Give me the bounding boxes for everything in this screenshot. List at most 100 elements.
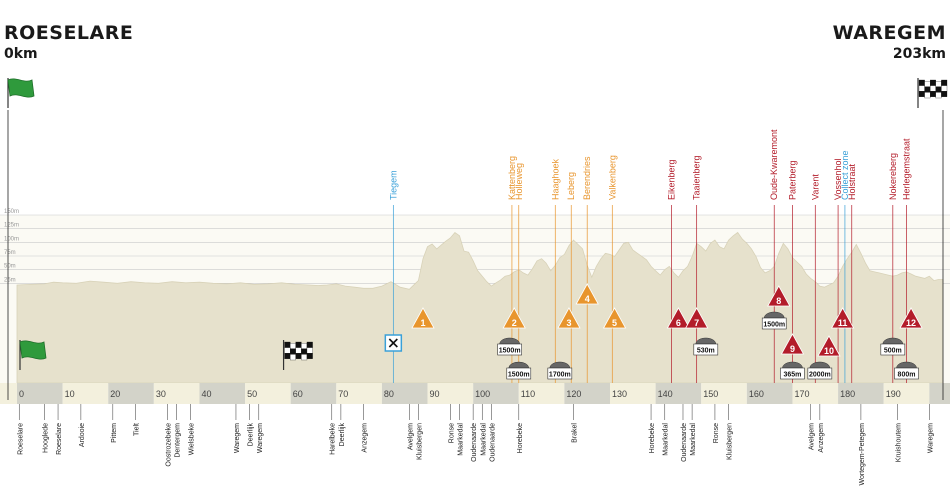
km-tick-label: 120	[566, 389, 581, 399]
cobble-sector-box	[880, 343, 906, 356]
climb-name-label: Varent	[810, 174, 820, 200]
climb-name-label: Kattenberg	[507, 156, 517, 200]
cobble-sector-box	[506, 367, 532, 380]
cobble-sector-box	[807, 367, 833, 380]
climb-name-label: Taaienberg	[692, 155, 702, 200]
town-label: Horebeke	[517, 423, 524, 453]
climb-name-label: Holstraat	[847, 163, 857, 200]
climb-number: 9	[790, 344, 795, 354]
cobble-sector-box	[497, 343, 522, 356]
town-label: Ronse	[448, 423, 455, 443]
town-label: Waregem	[234, 423, 241, 453]
blue-marker-label: Tiegem	[388, 170, 398, 200]
climb-triangle-icon	[830, 307, 855, 329]
town-label: Maarkedal	[480, 423, 487, 456]
cobble-sector-length: 1500m	[499, 348, 521, 355]
cobblestone-icon	[549, 361, 571, 369]
climb-name-label: Oude-Kwaremont	[769, 129, 779, 200]
cobble-sector-box	[894, 367, 919, 380]
km-band	[473, 383, 519, 404]
cobblestone-icon	[809, 361, 831, 369]
km-band	[518, 383, 565, 404]
town-label: Kluisbergen	[727, 423, 734, 460]
finish-city-name: WAREGEM	[832, 22, 946, 44]
km-band	[746, 383, 793, 404]
elevation-tick-label: 150m	[4, 209, 19, 215]
cobble-sector-length: 500m	[884, 348, 902, 355]
km-tick-label: 160	[749, 389, 764, 399]
start-distance: 0km	[4, 46, 38, 62]
town-label: Tielt	[134, 423, 141, 436]
cobble-sector-length: 2000m	[809, 372, 831, 379]
cobblestone-icon	[896, 361, 917, 369]
km-band	[427, 383, 474, 404]
km-band	[381, 383, 428, 404]
climb-number: 11	[838, 318, 848, 328]
climb-name-label: Vossenhol	[833, 158, 843, 200]
km-band	[0, 383, 17, 404]
town-label: Avelgem	[809, 423, 816, 450]
cobblestone-icon	[882, 337, 904, 345]
climb-triangle-icon	[575, 283, 599, 305]
cobblestone-icon	[695, 337, 717, 345]
climb-name-label: Haaghoek	[550, 158, 560, 200]
climb-name-label: Holleweg	[514, 163, 524, 200]
town-label: Maarkedal	[690, 423, 697, 456]
km-tick-label: 130	[612, 389, 627, 399]
town-label: Waregem	[257, 423, 264, 453]
km-tick-label: 170	[794, 389, 809, 399]
km-band	[838, 383, 884, 404]
climb-number: 1	[420, 318, 425, 328]
town-label: Harelbeke	[330, 423, 337, 455]
town-label: Oudenaarde	[489, 423, 496, 462]
climb-triangle-icon	[666, 307, 691, 329]
km-band	[108, 383, 154, 404]
intermediate-finish-flag-icon	[282, 340, 313, 370]
climb-name-label: Paterberg	[787, 160, 797, 200]
km-band	[17, 383, 63, 404]
climb-triangle-icon	[780, 333, 805, 355]
km-band	[290, 383, 337, 404]
town-label: Brakel	[572, 423, 579, 443]
cobblestone-icon	[508, 361, 530, 369]
town-label: Wielsbeke	[188, 423, 195, 455]
km-tick-label: 50	[247, 389, 257, 399]
town-label: Kluisbergen	[416, 423, 423, 460]
km-band	[62, 383, 109, 404]
climb-name-label: Eikenberg	[667, 159, 677, 200]
elevation-tick-label: 75m	[4, 250, 16, 256]
climb-number: 4	[585, 294, 590, 304]
km-tick-label: 110	[521, 389, 535, 399]
km-tick-label: 90	[430, 389, 440, 399]
town-label: Hooglede	[42, 423, 49, 453]
climb-number: 8	[776, 296, 781, 306]
climb-number: 5	[612, 318, 617, 328]
town-label: Ardooie	[79, 423, 86, 447]
cobble-sector-length: 1700m	[549, 372, 571, 379]
climb-number: 3	[566, 318, 571, 328]
cobble-sector-length: 1500m	[508, 372, 530, 379]
town-label: Pittem	[111, 423, 118, 443]
town-label: Kruishoutem	[895, 423, 902, 462]
climb-number: 6	[676, 318, 681, 328]
climb-name-label: Herlegemstraat	[902, 138, 912, 200]
climb-number: 2	[512, 318, 517, 328]
town-label: Oostrozebeke	[166, 423, 173, 467]
elevation-tick-label: 125m	[4, 223, 19, 229]
km-band	[245, 383, 291, 404]
town-label: Maarkedal	[663, 423, 670, 456]
start-flag-icon	[19, 340, 47, 370]
km-tick-label: 150	[703, 389, 718, 399]
town-label: Wortegem-Petegem	[859, 423, 866, 486]
climb-triangle-icon	[684, 307, 709, 329]
town-label: Maarkedal	[457, 423, 464, 456]
town-label: Deerlijk	[248, 423, 255, 447]
km-tick-label: 30	[156, 389, 166, 399]
km-band	[199, 383, 246, 404]
cobble-sector-length: 365m	[784, 372, 802, 379]
climb-number: 7	[694, 318, 699, 328]
km-band	[701, 383, 747, 404]
finish-distance: 203km	[892, 46, 946, 62]
